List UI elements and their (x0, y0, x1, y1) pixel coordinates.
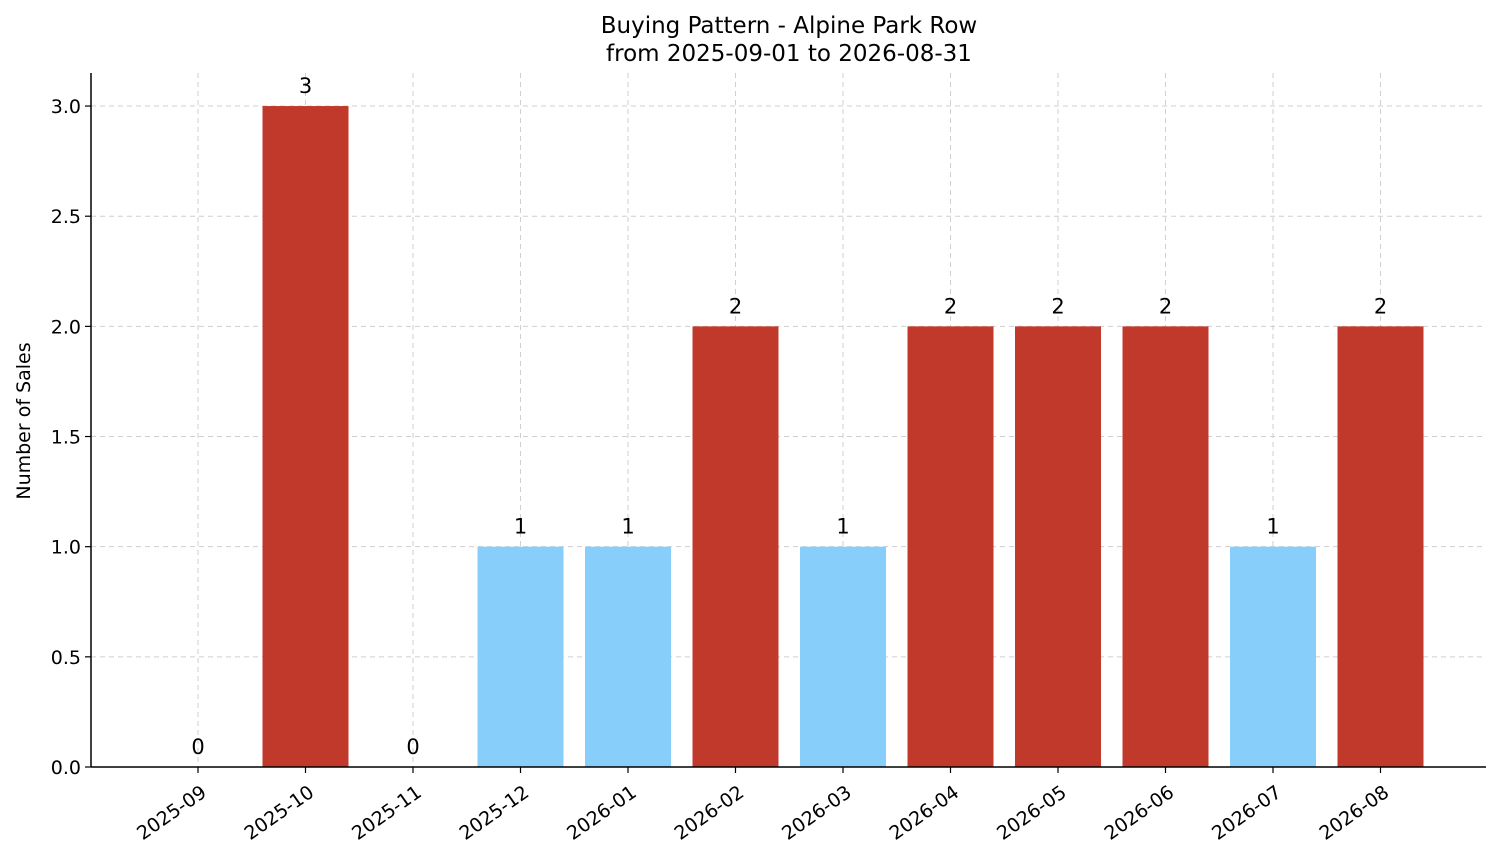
bar-2026-03 (800, 546, 886, 767)
data-label-2025-09: 0 (191, 735, 204, 759)
x-tick-label-2026-04: 2026-04 (886, 781, 964, 845)
bar-2026-06 (1122, 326, 1209, 767)
x-tick-label-2025-11: 2025-11 (348, 781, 426, 845)
data-label-2025-10: 3 (299, 74, 312, 98)
data-label-2026-05: 2 (1051, 294, 1064, 318)
x-tick-label-2025-09: 2025-09 (133, 781, 211, 845)
data-label-2025-11: 0 (406, 735, 419, 759)
y-tick-label: 0.5 (51, 647, 81, 669)
x-tick-label-2025-10: 2025-10 (241, 781, 319, 845)
x-tick-label-2026-08: 2026-08 (1316, 781, 1394, 845)
x-tick-label-2026-01: 2026-01 (563, 781, 641, 845)
y-tick-label: 0.0 (51, 757, 81, 779)
data-label-2026-01: 1 (621, 515, 634, 539)
bar-2025-12 (477, 546, 564, 767)
y-tick-label: 2.0 (51, 316, 81, 338)
chart-subtitle: from 2025-09-01 to 2026-08-31 (606, 41, 972, 67)
y-tick-label: 2.5 (51, 206, 81, 228)
bar-2026-01 (585, 546, 671, 767)
x-tick-label-2025-12: 2025-12 (456, 781, 534, 845)
y-tick-label: 1.0 (51, 537, 81, 559)
data-label-2025-12: 1 (514, 515, 527, 539)
chart-title: Buying Pattern - Alpine Park Row (601, 13, 978, 39)
bar-2025-10 (262, 106, 349, 768)
data-label-2026-02: 2 (729, 294, 742, 318)
x-tick-label-2026-05: 2026-05 (993, 781, 1071, 845)
data-label-2026-04: 2 (944, 294, 957, 318)
bar-2026-05 (1015, 326, 1101, 767)
x-tick-label-2026-07: 2026-07 (1208, 781, 1286, 845)
bar-2026-08 (1337, 326, 1424, 767)
data-label-2026-07: 1 (1266, 515, 1279, 539)
data-labels: 0 3 0 1 1 2 1 2 2 2 1 2 (191, 74, 1387, 759)
data-label-2026-06: 2 (1159, 294, 1172, 318)
x-tick-label-2026-02: 2026-02 (671, 781, 749, 845)
axes (85, 73, 1486, 773)
data-label-2026-03: 1 (836, 515, 849, 539)
bar-2026-04 (907, 326, 994, 767)
x-tick-label-2026-03: 2026-03 (778, 781, 856, 845)
bar-2026-02 (692, 326, 779, 767)
bar-2026-07 (1230, 546, 1316, 767)
x-tick-label-2026-06: 2026-06 (1101, 781, 1179, 845)
y-tick-label: 3.0 (51, 96, 81, 118)
bars (262, 106, 1424, 768)
data-label-2026-08: 2 (1374, 294, 1387, 318)
y-tick-label: 1.5 (51, 427, 81, 449)
y-axis-label: Number of Sales (13, 342, 35, 499)
